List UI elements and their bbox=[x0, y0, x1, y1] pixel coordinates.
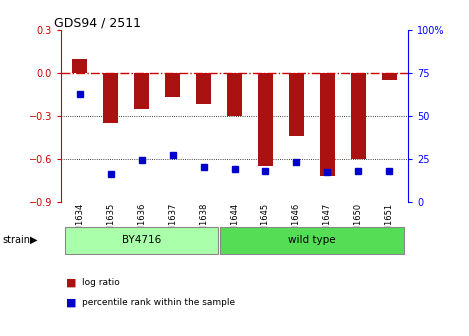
Bar bbox=[65, 226, 218, 254]
Text: ■: ■ bbox=[66, 297, 76, 307]
Bar bbox=[219, 226, 404, 254]
Text: ▶: ▶ bbox=[30, 235, 37, 245]
Bar bbox=[351, 73, 366, 159]
Text: BY4716: BY4716 bbox=[122, 235, 161, 245]
Text: wild type: wild type bbox=[288, 235, 336, 245]
Text: GDS94 / 2511: GDS94 / 2511 bbox=[54, 16, 141, 29]
Bar bbox=[103, 73, 118, 123]
Bar bbox=[227, 73, 242, 116]
Bar bbox=[258, 73, 273, 166]
Text: ■: ■ bbox=[66, 277, 76, 287]
Bar bbox=[72, 59, 87, 73]
Bar bbox=[382, 73, 397, 80]
Bar bbox=[165, 73, 180, 97]
Text: strain: strain bbox=[2, 235, 30, 245]
Bar bbox=[134, 73, 149, 109]
Text: log ratio: log ratio bbox=[82, 278, 120, 287]
Bar bbox=[320, 73, 335, 176]
Bar bbox=[289, 73, 304, 136]
Text: percentile rank within the sample: percentile rank within the sample bbox=[82, 298, 235, 307]
Bar bbox=[196, 73, 211, 104]
